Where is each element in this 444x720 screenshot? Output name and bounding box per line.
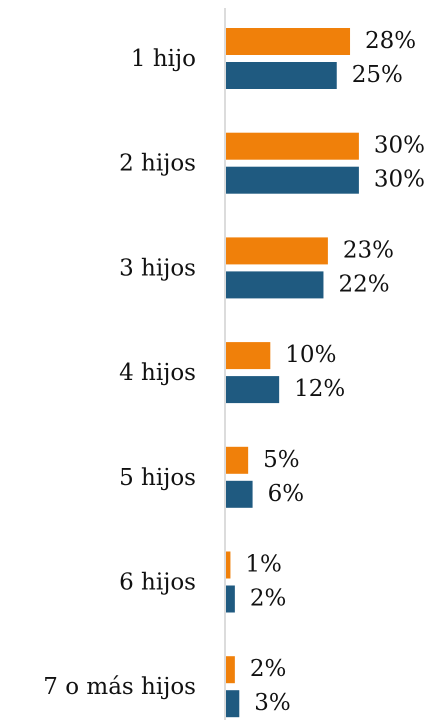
category-label: 7 o más hijos [43,674,196,700]
bar [226,376,280,404]
value-label: 5% [263,447,300,473]
value-label: 2% [250,586,286,612]
bar [226,690,240,718]
bar [226,237,328,265]
bar [226,62,337,89]
value-label: 22% [338,271,389,297]
bar [226,551,231,579]
bar [226,132,359,160]
value-label: 1% [245,552,282,578]
bar [226,480,253,508]
value-label: 23% [343,237,394,263]
value-label: 25% [352,62,403,88]
category-label: 2 hijos [119,151,196,177]
value-label: 2% [250,656,286,682]
value-label: 12% [294,376,345,402]
bar [226,585,235,613]
category-label: 4 hijos [119,360,196,386]
value-label: 6% [268,481,305,507]
value-label: 28% [365,28,416,54]
category-label: 3 hijos [119,255,196,281]
value-label: 30% [374,167,425,193]
bar [226,446,249,474]
category-label: 1 hijo [131,46,196,72]
value-label: 3% [254,690,290,716]
category-label: 5 hijos [119,465,196,491]
bar [226,166,359,194]
bar [226,271,324,299]
value-label: 30% [374,133,425,159]
bar [226,28,351,55]
bar [226,656,235,684]
bar [226,342,271,370]
category-label: 6 hijos [119,570,196,596]
value-label: 10% [285,342,336,368]
